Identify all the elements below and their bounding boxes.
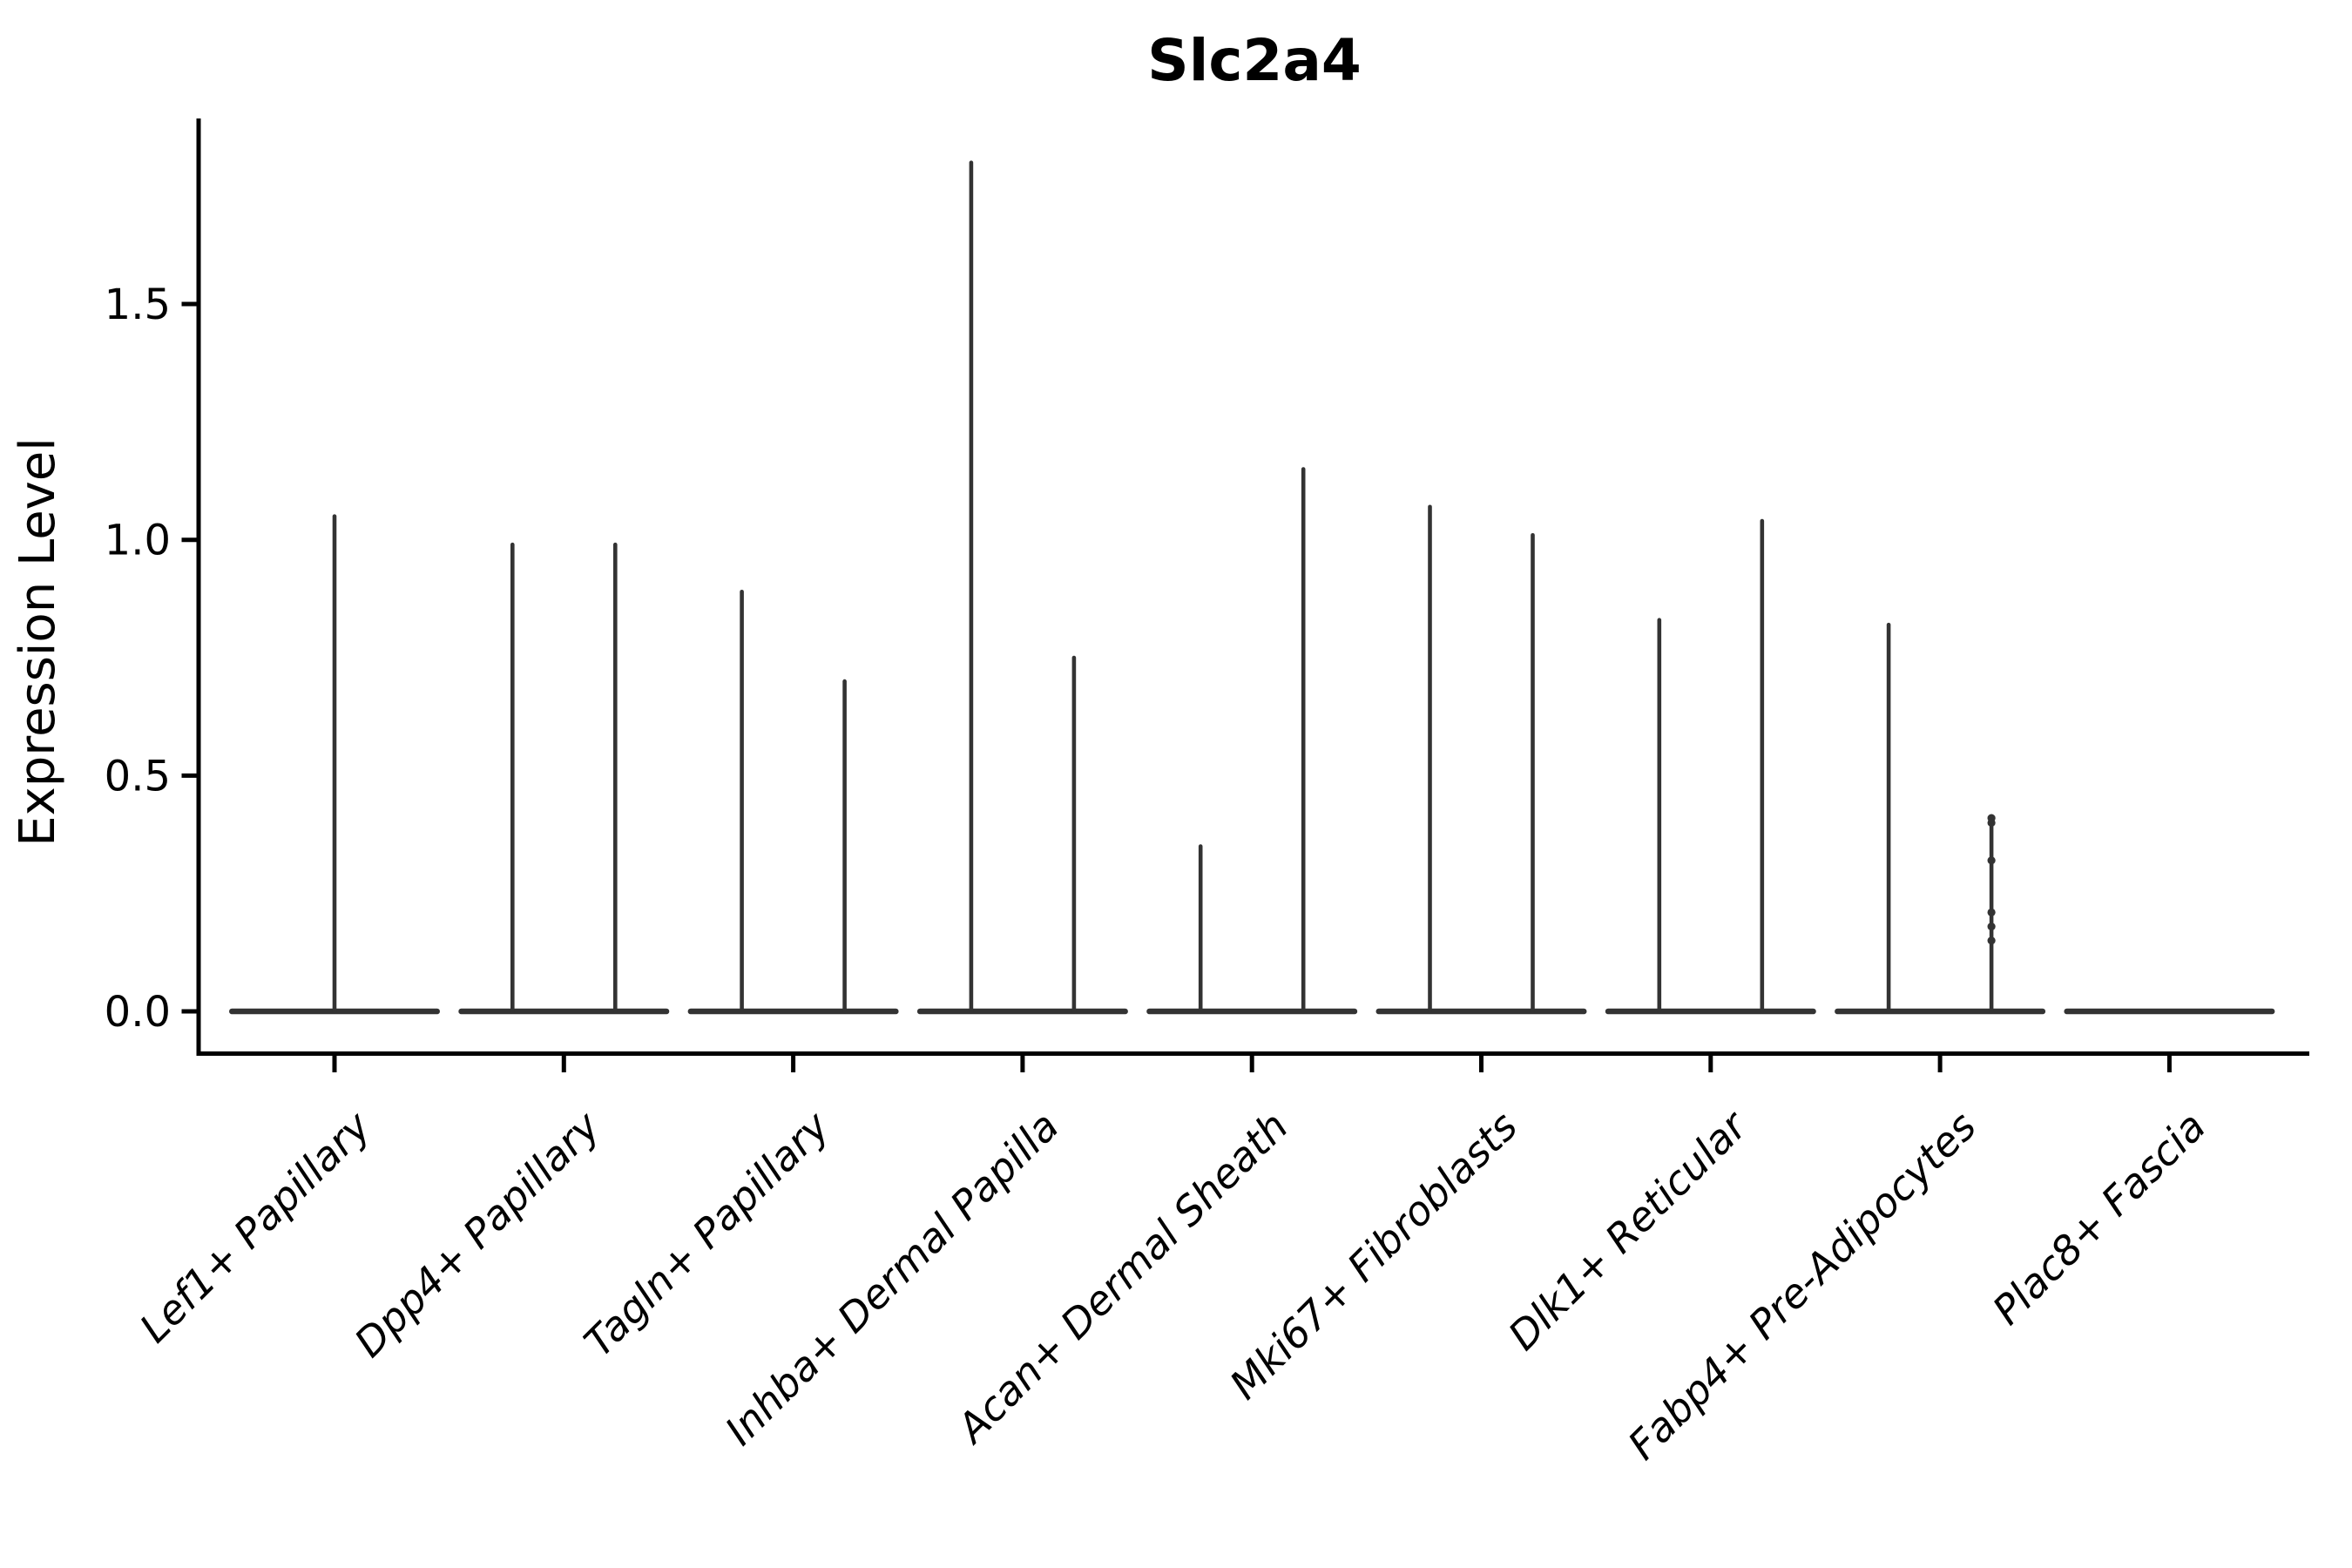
expression-point (1987, 936, 1996, 945)
expression-point (1987, 818, 1996, 828)
violin-base (687, 1008, 899, 1015)
violin-base (1375, 1008, 1587, 1015)
expression-point (1987, 922, 1996, 931)
x-tick-label: Tagln+ Papillary (575, 1102, 839, 1366)
x-tick-label: Plac8+ Fascia (1984, 1103, 2214, 1334)
y-axis-label: Expression Level (10, 437, 66, 847)
expression-point (1987, 856, 1996, 865)
y-tick-labels: 0.0 0.5 1.0 1.5 (105, 280, 171, 1037)
violin-base (1605, 1008, 1816, 1015)
expression-point (1987, 908, 1996, 916)
y-tick-label: 1.5 (105, 280, 171, 329)
y-tick-label: 0.5 (105, 752, 171, 801)
plot-title: Slc2a4 (1147, 27, 1362, 94)
x-tick-label: Dpp4+ Papillary (345, 1102, 609, 1366)
violin-base (1146, 1008, 1358, 1015)
x-tick-label: Lef1+ Papillary (131, 1102, 380, 1351)
y-tick-label: 1.0 (105, 517, 171, 565)
violin-base (916, 1008, 1128, 1015)
x-tick-label: Dlk1+ Reticular (1499, 1100, 1758, 1359)
violin-base (458, 1008, 670, 1015)
y-tick-label: 0.0 (105, 988, 171, 1037)
violins (229, 160, 2275, 1015)
violin-base (2064, 1008, 2275, 1015)
violin-base (1835, 1008, 2046, 1015)
axes (181, 118, 2309, 1072)
